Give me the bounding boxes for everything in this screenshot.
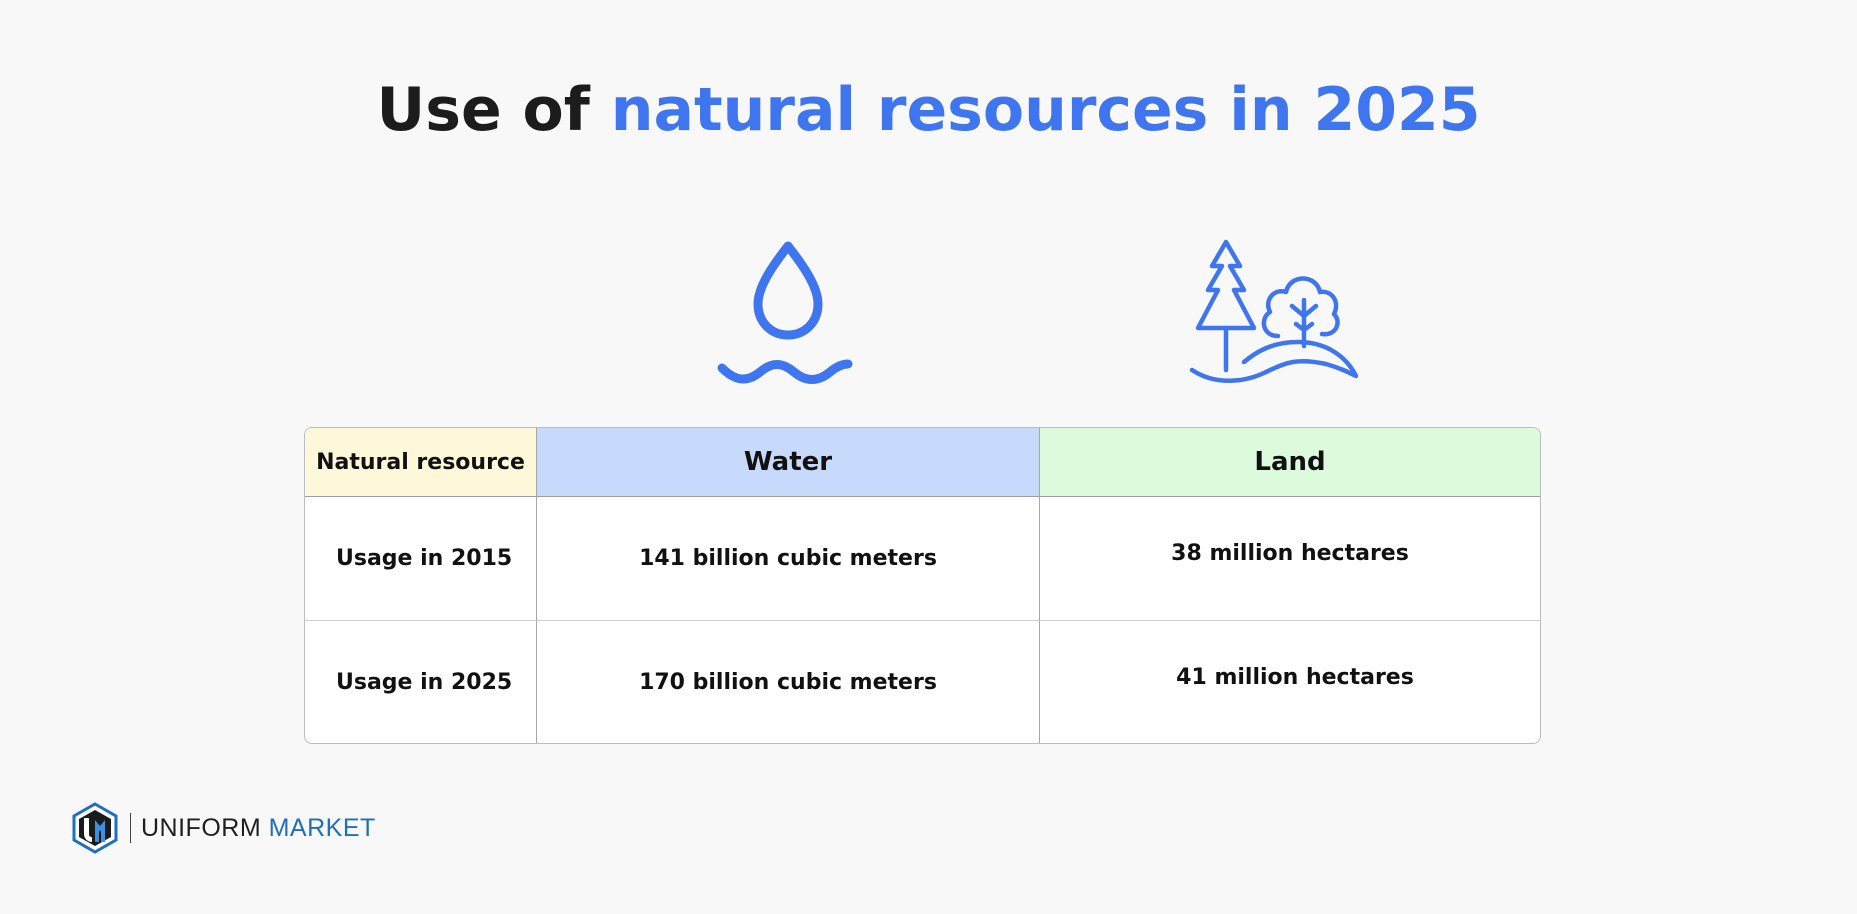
water-usage-2015: 141 billion cubic meters [537,497,1040,621]
brand-logo: UNIFORM MARKET [72,802,376,854]
logo-word-market: MARKET [268,813,376,842]
logo-divider [130,813,131,843]
row-label-2015: Usage in 2015 [305,497,537,621]
trees-hill-icon [1189,239,1359,383]
logo-word-uniform: UNIFORM [141,813,262,842]
page-title: Use of natural resources in 2025 [0,72,1857,148]
header-natural-resource: Natural resource [305,428,537,497]
logo-wordmark: UNIFORM MARKET [141,814,376,843]
uniform-market-logo-icon [72,802,118,854]
water-drop-waves-icon [717,241,853,384]
header-land: Land [1040,428,1540,497]
water-usage-2025: 170 billion cubic meters [537,621,1040,743]
row-label-2025: Usage in 2025 [305,621,537,743]
title-highlight: natural resources in 2025 [610,75,1481,145]
land-usage-2025: 41 million hectares [1176,665,1414,690]
resources-table: Natural resource Water Land Usage in 201… [304,427,1541,744]
land-usage-2015: 38 million hectares [1040,497,1540,621]
title-prefix: Use of [376,75,611,145]
header-water: Water [537,428,1040,497]
